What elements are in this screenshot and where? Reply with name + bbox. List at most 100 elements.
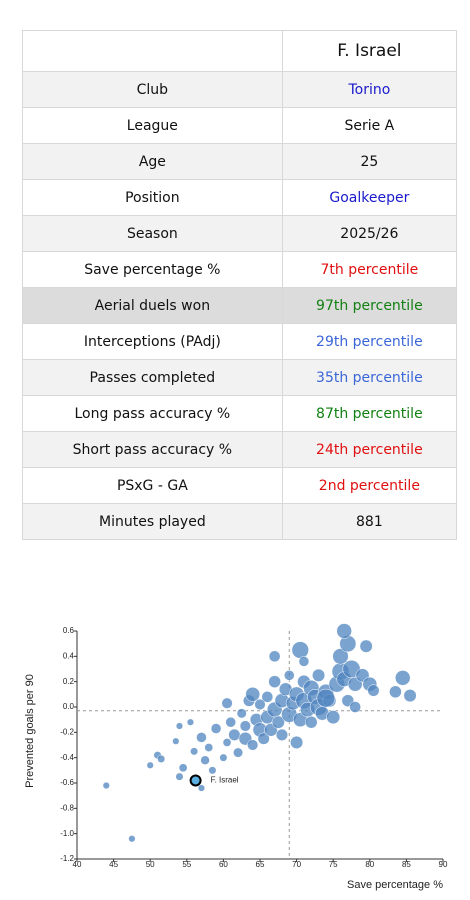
- y-tick-label: -0.4: [60, 753, 74, 762]
- header-blank: [22, 30, 283, 72]
- stats-table: F. Israel Club Torino League Serie A Age 25 Po…: [22, 30, 458, 540]
- bubble: [291, 641, 309, 659]
- bubble: [283, 670, 295, 681]
- x-tick-label: 40: [73, 860, 82, 869]
- table-row: League Serie A: [22, 107, 458, 144]
- table-row: Long pass accuracy % 87th percentile: [22, 395, 458, 432]
- cell-value: 87th percentile: [281, 395, 458, 432]
- y-tick-label: 0.0: [63, 702, 75, 711]
- bubble: [290, 735, 304, 750]
- table-row: Age 25: [22, 143, 458, 180]
- bubble: [394, 670, 411, 686]
- y-tick-label: 0.4: [63, 651, 75, 660]
- bubble: [225, 716, 237, 728]
- bubble: [219, 753, 228, 762]
- bubble: [257, 732, 270, 745]
- bubble: [102, 781, 110, 790]
- bubble: [233, 747, 244, 758]
- bubble: [190, 747, 199, 756]
- x-tick-label: 75: [329, 860, 338, 869]
- y-tick-label: -0.8: [60, 803, 74, 812]
- x-tick-label: 70: [292, 860, 301, 869]
- bubble: [261, 691, 274, 703]
- bubble: [210, 723, 222, 734]
- bubble: [178, 763, 188, 773]
- cell-label: Save percentage %: [22, 251, 283, 288]
- bubble: [222, 738, 232, 747]
- x-tick-label: 45: [109, 860, 118, 869]
- cell-label: Short pass accuracy %: [22, 431, 283, 468]
- bubble: [247, 739, 259, 751]
- bubble: [157, 754, 166, 763]
- table-row: Position Goalkeeper: [22, 179, 458, 216]
- table-row: Short pass accuracy % 24th percentile: [22, 431, 458, 468]
- x-tick-label: 90: [439, 860, 448, 869]
- cell-value: 24th percentile: [281, 431, 458, 468]
- scatter-chart: 40 45 50 55 60 65 70 75 80 85 90 0.6 0.4 0.2 0.0 -0.2 -0…: [24, 623, 448, 891]
- cell-value: 881: [281, 503, 458, 540]
- y-tick-label: -0.2: [60, 727, 74, 736]
- bubble: [304, 715, 318, 729]
- bubble: [275, 728, 289, 741]
- cell-label: Season: [22, 215, 283, 252]
- bubble: [221, 697, 233, 709]
- bubble: [326, 710, 341, 725]
- x-tick-label: 55: [182, 860, 191, 869]
- bubble: [200, 755, 210, 765]
- table-row: Aerial duels won 97th percentile: [22, 287, 458, 324]
- cell-label: Age: [22, 143, 283, 180]
- bubble: [316, 688, 336, 708]
- y-tick-label: -1.2: [60, 854, 74, 863]
- cell-value: 29th percentile: [281, 323, 458, 360]
- bubble: [271, 715, 285, 729]
- x-axis-label: Save percentage %: [347, 879, 443, 891]
- cell-label: Aerial duels won: [22, 287, 283, 324]
- cell-label: Club: [22, 71, 283, 108]
- bubble: [208, 766, 217, 775]
- bubble: [332, 648, 349, 665]
- x-tick-label: 60: [219, 860, 228, 869]
- table-row: Minutes played 881: [22, 503, 458, 540]
- bubble: [268, 675, 281, 688]
- cell-value: 25: [281, 143, 458, 180]
- cell-label: PSxG - GA: [22, 467, 283, 504]
- bubble: [239, 720, 251, 732]
- cell-value: Torino: [281, 71, 458, 108]
- y-tick-label: 0.2: [63, 677, 75, 686]
- x-tick-label: 50: [146, 860, 155, 869]
- table-row: Save percentage % 7th percentile: [22, 251, 458, 288]
- cell-label: Passes completed: [22, 359, 283, 396]
- bubble: [175, 772, 184, 781]
- cell-label: Minutes played: [22, 503, 283, 540]
- bubble: [196, 732, 207, 743]
- bubble: [367, 684, 380, 697]
- bubble: [298, 656, 310, 667]
- x-tick-label: 80: [365, 860, 374, 869]
- bubble: [204, 743, 214, 752]
- cell-label: Position: [22, 179, 283, 216]
- highlight-label: F. Israel: [211, 776, 239, 785]
- header-row: F. Israel: [22, 30, 458, 72]
- cell-label: League: [22, 107, 283, 144]
- x-tick-label: 85: [402, 860, 411, 869]
- cell-value: 7th percentile: [281, 251, 458, 288]
- header-title: F. Israel: [281, 30, 458, 72]
- table-row: PSxG - GA 2nd percentile: [22, 467, 458, 504]
- bubble: [128, 835, 136, 843]
- x-tick-label: 65: [256, 860, 265, 869]
- bubble: [359, 639, 373, 653]
- bubble: [349, 701, 361, 713]
- cell-value: 97th percentile: [281, 287, 458, 324]
- table-row: Passes completed 35th percentile: [22, 359, 458, 396]
- bubble: [172, 737, 180, 745]
- highlight-bubble: [189, 774, 202, 787]
- bubble: [236, 708, 247, 719]
- bubble: [186, 718, 195, 726]
- y-axis-label: Prevented goals per 90: [24, 674, 36, 788]
- bubble: [336, 623, 352, 639]
- cell-label: Long pass accuracy %: [22, 395, 283, 432]
- bubble: [175, 722, 184, 730]
- cell-value: 2025/26: [281, 215, 458, 252]
- table-row: Season 2025/26: [22, 215, 458, 252]
- cell-value: Serie A: [281, 107, 458, 144]
